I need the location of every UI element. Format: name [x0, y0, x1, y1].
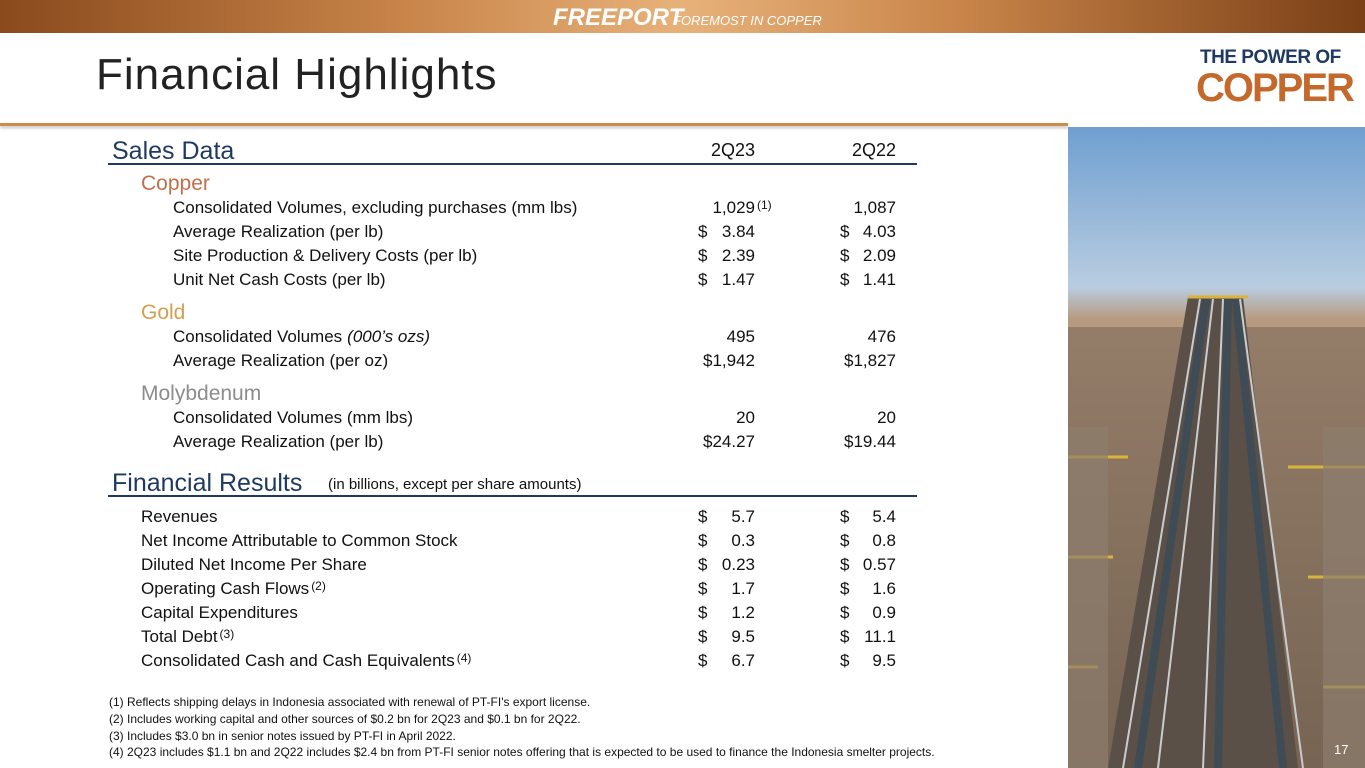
- footnote: (3) Includes $3.0 bn in senior notes iss…: [109, 728, 456, 743]
- header-bar: FREEPORT FOREMOST IN COPPER: [0, 0, 1365, 33]
- row-label: Consolidated Volumes, excluding purchase…: [173, 198, 578, 217]
- brand: FREEPORT: [553, 4, 684, 31]
- logo-line: THE POWER OF: [1200, 47, 1341, 68]
- value: 3.84: [721, 222, 755, 241]
- value: $19.44: [844, 432, 896, 451]
- value: 0.9: [872, 603, 896, 622]
- currency: $: [840, 507, 850, 526]
- value: 9.5: [731, 627, 755, 646]
- row-label: Net Income Attributable to Common Stock: [141, 531, 458, 550]
- currency: $: [698, 531, 708, 550]
- note-marker: (2): [311, 579, 326, 593]
- currency: $: [840, 603, 850, 622]
- value: 20: [736, 408, 755, 427]
- row-label: Unit Net Cash Costs (per lb): [173, 270, 386, 289]
- value: 0.23: [721, 555, 755, 574]
- row-label-italic: (000’s ozs): [347, 327, 431, 346]
- column-header: 2Q23: [710, 140, 755, 160]
- section-heading: Financial Results: [112, 469, 303, 497]
- currency: $: [698, 507, 708, 526]
- currency: $: [698, 222, 708, 241]
- value: 1.6: [872, 579, 896, 598]
- currency: $: [698, 270, 708, 289]
- group-heading: Molybdenum: [141, 382, 262, 405]
- currency: $: [840, 627, 850, 646]
- value: 1,087: [853, 198, 896, 217]
- row-label: Average Realization (per lb): [173, 222, 384, 241]
- row-label: Revenues: [141, 507, 218, 526]
- currency: $: [840, 270, 850, 289]
- currency: $: [698, 651, 708, 670]
- value: 5.7: [731, 507, 755, 526]
- value: 0.3: [731, 531, 755, 550]
- currency: $: [698, 246, 708, 265]
- currency: $: [840, 579, 850, 598]
- currency: $: [840, 555, 850, 574]
- value: 495: [726, 327, 755, 346]
- value: 2.09: [862, 246, 896, 265]
- column-header: 2Q22: [851, 140, 896, 160]
- value: 20: [877, 408, 896, 427]
- row-label: Average Realization (per oz): [173, 351, 389, 370]
- value: 5.4: [872, 507, 896, 526]
- value: 0.8: [872, 531, 896, 550]
- section-subheading: (in billions, except per share amounts): [328, 476, 582, 493]
- row-label: Average Realization (per lb): [173, 432, 384, 451]
- footnote: (4) 2Q23 includes $1.1 bn and 2Q22 inclu…: [109, 745, 935, 760]
- value: 4.03: [862, 222, 896, 241]
- photo: [1068, 127, 1365, 768]
- currency: $: [840, 246, 850, 265]
- currency: $: [840, 651, 850, 670]
- currency: $: [840, 222, 850, 241]
- row-label: Consolidated Cash and Cash Equivalents: [141, 651, 455, 670]
- currency: $: [840, 531, 850, 550]
- value: 11.1: [864, 627, 896, 646]
- currency: $: [698, 603, 708, 622]
- tagline: FOREMOST IN COPPER: [673, 13, 822, 28]
- row-label: Consolidated Volumes (mm lbs): [173, 408, 413, 427]
- footnote: (1) Reflects shipping delays in Indonesi…: [109, 695, 591, 709]
- section-rule: [108, 495, 917, 497]
- section-heading: Sales Data: [112, 137, 235, 165]
- value: 2.39: [721, 246, 755, 265]
- value: $1,942: [703, 351, 755, 370]
- row-label: Site Production & Delivery Costs (per lb…: [173, 246, 478, 265]
- value: $24.27: [703, 432, 755, 451]
- row-label: Total Debt: [141, 627, 218, 646]
- page-number: 17: [1334, 742, 1349, 757]
- value: 1.2: [731, 603, 755, 622]
- value: 1,029: [712, 198, 755, 217]
- value: $1,827: [844, 351, 896, 370]
- value: 0.57: [862, 555, 896, 574]
- title: Financial Highlights: [96, 50, 498, 99]
- currency: $: [698, 627, 708, 646]
- currency: $: [698, 579, 708, 598]
- value: 1.47: [721, 270, 755, 289]
- note-marker: (4): [456, 651, 472, 665]
- value: 6.7: [731, 651, 755, 670]
- row-label: Capital Expenditures: [141, 603, 298, 622]
- value: 1.41: [862, 270, 896, 289]
- value: 476: [867, 327, 896, 346]
- logo-line: COPPER: [1196, 66, 1355, 110]
- row-label: Diluted Net Income Per Share: [141, 555, 367, 574]
- group-heading: Copper: [141, 172, 210, 195]
- note-marker: (1): [757, 198, 772, 212]
- currency: $: [698, 555, 708, 574]
- note-marker: (3): [219, 627, 235, 641]
- divider: [0, 123, 1068, 126]
- section-rule: [108, 163, 917, 165]
- row-label: Consolidated Volumes: [173, 327, 343, 346]
- value: 1.7: [731, 579, 755, 598]
- row-label: Operating Cash Flows: [141, 579, 310, 598]
- group-heading: Gold: [141, 301, 186, 324]
- value: 9.5: [872, 651, 896, 670]
- footnote: (2) Includes working capital and other s…: [109, 711, 581, 726]
